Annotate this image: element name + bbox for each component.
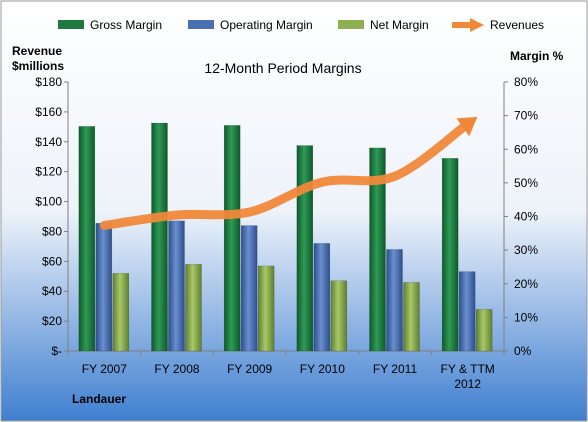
bar-net-margin: [112, 273, 130, 352]
bar-gross-margin: [78, 126, 96, 352]
legend-label-revenues: Revenues: [490, 18, 544, 32]
x-tick-label: FY & TTM: [441, 362, 495, 376]
bar-operating-margin: [458, 271, 476, 352]
left-tick-label: $80: [42, 224, 62, 238]
right-tick-label: 50%: [514, 176, 538, 190]
legend-label-operating-margin: Operating Margin: [220, 18, 313, 32]
left-tick-label: $20: [42, 314, 62, 328]
bar-gross-margin: [441, 158, 459, 352]
legend-swatch-operating-margin: [188, 20, 214, 29]
left-tick-label: $60: [42, 254, 62, 268]
bar-operating-margin: [240, 225, 258, 352]
legend-label-net-margin: Net Margin: [370, 18, 429, 32]
left-tick-label: $100: [35, 195, 62, 209]
left-tick-label: $160: [35, 105, 62, 119]
company-label: Landauer: [72, 392, 126, 406]
bar-gross-margin: [151, 122, 168, 352]
left-tick-label: $120: [35, 165, 62, 179]
right-axis-title: Margin %: [510, 49, 564, 63]
revenue-line: [99, 119, 473, 230]
bar-net-margin: [185, 263, 202, 352]
chart-title: 12-Month Period Margins: [204, 60, 361, 76]
x-tick-label: FY 2007: [82, 362, 127, 376]
legend-swatch-revenues: [452, 18, 484, 32]
right-tick-label: 10%: [514, 310, 538, 324]
x-tick-label: FY 2008: [154, 362, 199, 376]
legend-swatch-gross-margin: [58, 20, 84, 29]
revenue-arrowhead: [456, 116, 478, 137]
plot-area: $- $20 $40 $60 $80 $100 $120 $140 $160 $180 0% 10% 2…: [35, 75, 538, 391]
legend-swatch-net-margin: [338, 20, 364, 29]
legend-label-gross-margin: Gross Margin: [90, 18, 162, 32]
bar-net-margin: [330, 280, 348, 352]
left-tick-label: $-: [51, 344, 62, 358]
bar-operating-margin: [168, 220, 185, 352]
right-tick-label: 0%: [514, 344, 532, 358]
right-tick-label: 80%: [514, 75, 538, 89]
left-tick-label: $140: [35, 135, 62, 149]
x-tick-label: FY 2009: [227, 362, 272, 376]
x-tick-label: 2012: [454, 377, 481, 391]
bar-net-margin: [475, 309, 493, 352]
bar-net-margin: [257, 265, 275, 352]
bar-operating-margin: [95, 222, 113, 352]
left-axis-title-line1: Revenue: [12, 44, 62, 58]
bar-gross-margin: [296, 145, 314, 352]
left-tick-label: $180: [35, 75, 62, 89]
bar-net-margin: [403, 282, 420, 352]
x-tick-label: FY 2010: [300, 362, 345, 376]
legend: Gross Margin Operating Margin Net Margin…: [58, 18, 544, 32]
right-tick-label: 30%: [514, 243, 538, 257]
right-tick-label: 40%: [514, 210, 538, 224]
left-tick-label: $40: [42, 284, 62, 298]
left-axis-title-line2: $millions: [12, 59, 64, 73]
right-tick-label: 70%: [514, 109, 538, 123]
bar-gross-margin: [369, 147, 386, 352]
x-tick-label: FY 2011: [373, 362, 418, 376]
right-tick-label: 60%: [514, 142, 538, 156]
bar-gross-margin: [223, 125, 241, 352]
bar-operating-margin: [386, 249, 403, 352]
bar-operating-margin: [313, 243, 331, 352]
right-tick-label: 20%: [514, 277, 538, 291]
